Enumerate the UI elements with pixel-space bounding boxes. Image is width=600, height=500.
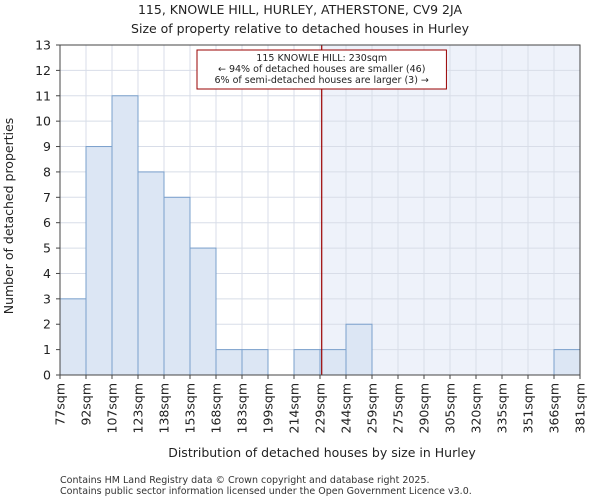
x-tick-label: 199sqm	[261, 383, 276, 433]
x-tick-label: 381sqm	[573, 383, 588, 433]
bar	[189, 247, 217, 376]
annotation-line-1: 115 KNOWLE HILL: 230sqm	[256, 53, 387, 64]
x-tick-label: 168sqm	[209, 383, 224, 433]
y-tick-label: 2	[43, 317, 51, 332]
bar	[85, 146, 113, 376]
x-tick-label: 244sqm	[339, 383, 354, 433]
x-tick-label: 275sqm	[391, 383, 406, 433]
y-tick-label: 11	[35, 88, 51, 103]
y-tick-label: 9	[43, 139, 51, 154]
x-tick-label: 92sqm	[79, 383, 94, 426]
y-tick-label: 7	[43, 190, 51, 205]
bar	[319, 349, 347, 376]
chart-subtitle: Size of property relative to detached ho…	[131, 21, 470, 36]
x-tick-label: 214sqm	[287, 383, 302, 433]
bar	[163, 196, 191, 376]
bar	[59, 298, 87, 376]
annotation-line-3: 6% of semi-detached houses are larger (3…	[215, 75, 429, 86]
x-axis-title: Distribution of detached houses by size …	[168, 445, 476, 460]
x-tick-label: 123sqm	[131, 383, 146, 433]
bar	[215, 349, 243, 376]
x-tick-labels: 77sqm 92sqm 107sqm 123sqm 138sqm 153sqm 168sqm…	[53, 375, 588, 433]
x-tick-label: 351sqm	[521, 383, 536, 433]
bar	[293, 349, 321, 376]
annotation-box: 115 KNOWLE HILL: 230sqm ← 94% of detache…	[196, 49, 447, 90]
x-tick-label: 183sqm	[235, 383, 250, 433]
larger-region-shade	[321, 45, 580, 375]
bar	[553, 349, 581, 376]
y-tick-label: 8	[43, 164, 51, 179]
bar	[137, 171, 165, 376]
y-tick-label: 1	[43, 342, 51, 357]
y-tick-label: 12	[35, 63, 51, 78]
x-tick-label: 320sqm	[469, 383, 484, 433]
x-tick-label: 77sqm	[53, 383, 68, 426]
chart-title: 115, KNOWLE HILL, HURLEY, ATHERSTONE, CV…	[138, 2, 462, 17]
annotation-border	[196, 49, 447, 90]
y-tick-label: 5	[43, 241, 51, 256]
y-axis-title: Number of detached properties	[1, 118, 16, 315]
x-tick-label: 229sqm	[313, 383, 328, 433]
x-tick-label: 366sqm	[547, 383, 562, 433]
bar	[241, 349, 269, 376]
y-tick-label: 6	[43, 215, 51, 230]
y-tick-label: 13	[35, 38, 51, 53]
x-tick-label: 335sqm	[495, 383, 510, 433]
bars	[59, 95, 581, 376]
x-tick-label: 305sqm	[443, 383, 458, 433]
annotation-line-2: ← 94% of detached houses are smaller (46…	[218, 64, 425, 75]
x-tick-label: 153sqm	[183, 383, 198, 433]
y-tick-label: 0	[43, 368, 51, 383]
y-tick-label: 4	[43, 266, 51, 281]
footer-line-2: Contains public sector information licen…	[60, 486, 472, 497]
x-tick-label: 138sqm	[157, 383, 172, 433]
footer-line-1: Contains HM Land Registry data © Crown c…	[60, 475, 430, 486]
x-tick-label: 107sqm	[105, 383, 120, 433]
x-tick-label: 259sqm	[365, 383, 380, 433]
y-tick-label: 10	[35, 114, 51, 129]
x-tick-label: 290sqm	[417, 383, 432, 433]
bar	[111, 95, 139, 376]
y-tick-label: 3	[43, 291, 51, 306]
bar	[345, 323, 373, 376]
